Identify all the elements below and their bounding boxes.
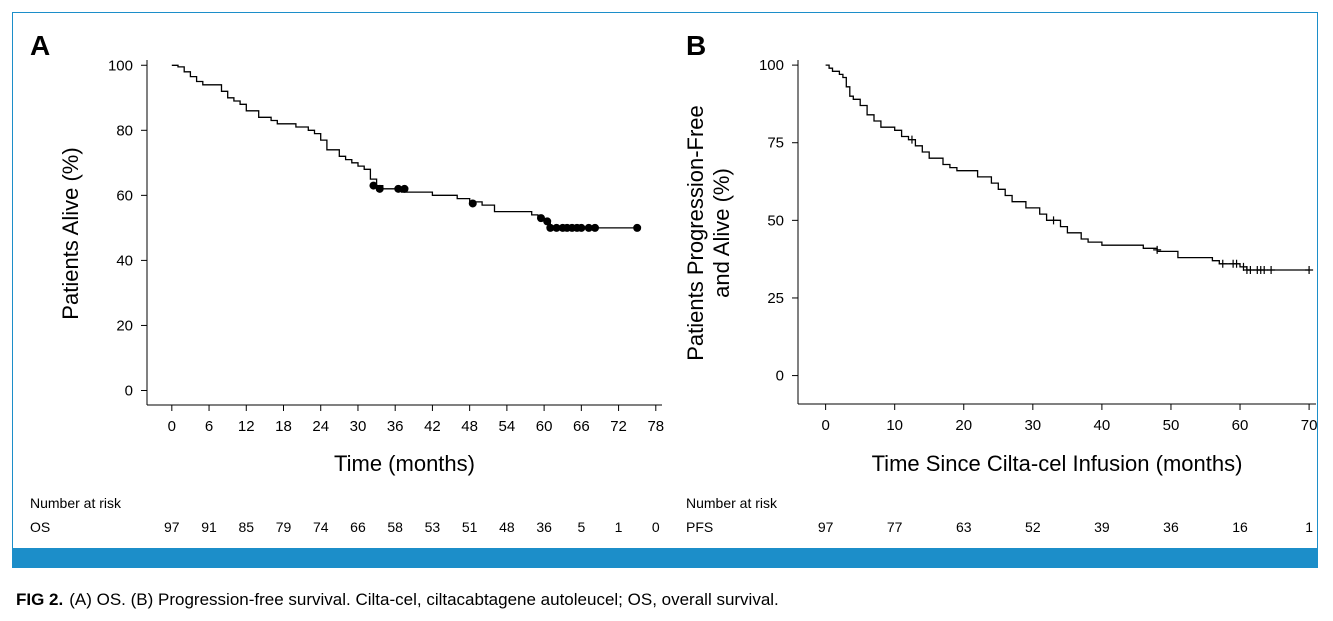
x-tick-label: 0 — [821, 417, 829, 434]
x-tick-label: 12 — [238, 418, 255, 435]
x-tick-label: 54 — [499, 418, 516, 435]
risk-table-value: 0 — [652, 519, 660, 535]
y-axis-title-line: Patients Progression-Free — [683, 105, 708, 361]
figure-caption-text: (A) OS. (B) Progression-free survival. C… — [69, 590, 779, 609]
risk-table-value: 16 — [1232, 519, 1248, 535]
risk-table-value: 48 — [499, 519, 515, 535]
risk-table-value: 97 — [164, 519, 180, 535]
censor-dot — [400, 184, 409, 193]
censor-plus — [1218, 259, 1227, 268]
y-tick-label: 40 — [116, 252, 133, 269]
risk-table-value: 52 — [1025, 519, 1041, 535]
y-axis-title-line: and Alive (%) — [709, 168, 734, 298]
censor-dot — [375, 184, 384, 193]
censor-dot — [369, 181, 378, 190]
x-axis-title: Time (months) — [334, 451, 475, 476]
y-tick-label: 20 — [116, 317, 133, 334]
censor-dot — [552, 223, 561, 232]
x-tick-label: 72 — [610, 418, 627, 435]
x-tick-label: 18 — [275, 418, 292, 435]
censor-dot — [543, 217, 552, 226]
x-tick-label: 36 — [387, 418, 404, 435]
x-tick-label: 48 — [461, 418, 478, 435]
risk-table-heading: Number at risk — [686, 495, 778, 511]
y-tick-label: 75 — [767, 135, 784, 152]
censor-dot — [633, 223, 642, 232]
x-tick-label: 60 — [1232, 417, 1249, 434]
x-tick-label: 66 — [573, 418, 590, 435]
risk-table-value: 36 — [536, 519, 552, 535]
risk-table-value: 51 — [462, 519, 478, 535]
censor-dot — [590, 223, 599, 232]
censor-dot — [584, 223, 593, 232]
risk-table-value: 1 — [615, 519, 623, 535]
censor-dot — [546, 223, 555, 232]
risk-table-value: 58 — [387, 519, 403, 535]
y-tick-label: 0 — [125, 382, 133, 399]
risk-table-value: 39 — [1094, 519, 1110, 535]
risk-table-value: 63 — [956, 519, 972, 535]
x-tick-label: 50 — [1163, 417, 1180, 434]
risk-table-value: 53 — [425, 519, 441, 535]
y-tick-label: 50 — [767, 212, 784, 229]
risk-table-value: 74 — [313, 519, 329, 535]
x-axis-title: Time Since Cilta-cel Infusion (months) — [872, 451, 1243, 476]
risk-table-value: 66 — [350, 519, 366, 535]
panel-a-os-chart: A 0 20 40 60 80 100 0 6 12 18 24 30 36 42 48 54 60 66 72 78 T… — [30, 30, 664, 535]
y-axis-title: Patients Alive (%) — [58, 147, 83, 319]
censor-dot — [394, 184, 403, 193]
risk-table-heading: Number at risk — [30, 495, 122, 511]
y-tick-label: 0 — [776, 368, 784, 385]
censor-plus — [1246, 266, 1255, 275]
censor-plus — [1049, 216, 1058, 225]
y-tick-label: 100 — [759, 57, 784, 74]
x-tick-label: 30 — [1024, 417, 1041, 434]
panel-letter-a: A — [30, 30, 50, 61]
censor-dot — [577, 223, 586, 232]
risk-table-value: 36 — [1163, 519, 1179, 535]
x-tick-label: 6 — [205, 418, 213, 435]
censor-plus — [1305, 266, 1314, 275]
panel-letter-b: B — [686, 30, 706, 61]
risk-table-row-label: OS — [30, 519, 50, 535]
censor-dot — [468, 199, 477, 208]
x-tick-label: 78 — [647, 418, 664, 435]
y-tick-label: 60 — [116, 187, 133, 204]
censor-plus — [1260, 266, 1269, 275]
x-tick-label: 0 — [168, 418, 176, 435]
y-tick-label: 100 — [108, 57, 133, 74]
x-tick-label: 30 — [350, 418, 367, 435]
risk-table-value: 1 — [1305, 519, 1313, 535]
risk-table-value: 85 — [238, 519, 254, 535]
y-tick-label: 80 — [116, 122, 133, 139]
x-tick-label: 42 — [424, 418, 441, 435]
risk-table-value: 77 — [887, 519, 903, 535]
censor-plus — [907, 135, 916, 144]
censor-dot — [537, 214, 546, 223]
risk-table-value: 97 — [818, 519, 834, 535]
figure-caption: FIG 2. (A) OS. (B) Progression-free survi… — [16, 590, 779, 610]
x-tick-label: 70 — [1301, 417, 1318, 434]
panel-b-pfs-chart: B 0 25 50 75 100 0 10 20 30 40 50 60 70 Time Since Cil… — [683, 30, 1317, 535]
censor-plus — [1267, 266, 1276, 275]
risk-table-row-label: PFS — [686, 519, 713, 535]
risk-table-value: 91 — [201, 519, 217, 535]
survival-curve-os — [171, 64, 638, 229]
censor-plus — [1153, 245, 1162, 254]
censor-plus — [1232, 259, 1241, 268]
x-tick-label: 40 — [1094, 417, 1111, 434]
x-tick-label: 20 — [955, 417, 972, 434]
figure-caption-label: FIG 2. — [16, 590, 64, 609]
figure-bottom-bar — [12, 548, 1318, 568]
x-tick-label: 10 — [886, 417, 903, 434]
y-tick-label: 25 — [767, 290, 784, 307]
x-tick-label: 60 — [536, 418, 553, 435]
x-tick-label: 24 — [312, 418, 329, 435]
risk-table-value: 79 — [276, 519, 292, 535]
risk-table-value: 5 — [577, 519, 585, 535]
survival-curve-pfs — [825, 64, 1310, 271]
